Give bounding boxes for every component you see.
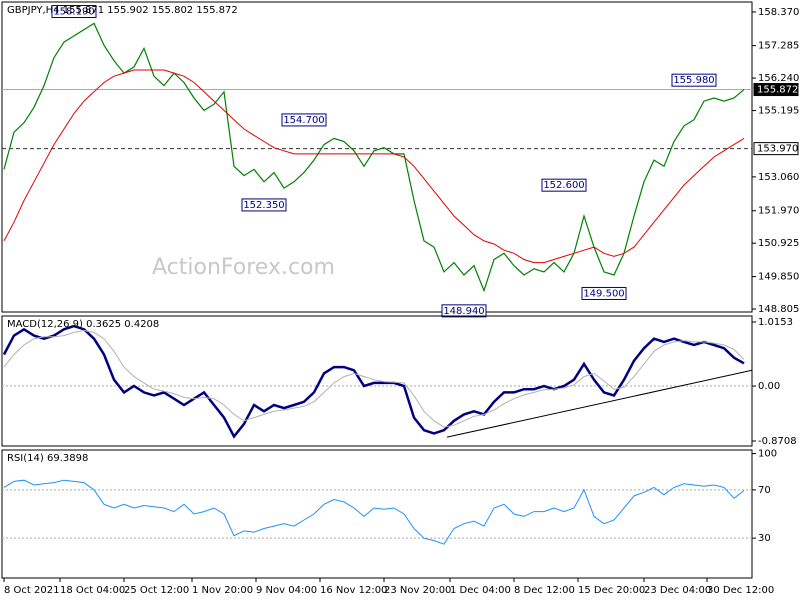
y-tick-label: 148.805 <box>758 304 799 315</box>
panel-title: MACD(12,26,9) 0.3625 0.4208 <box>7 319 159 330</box>
series-line <box>3 329 745 428</box>
y-tick-label: 153.060 <box>758 172 799 183</box>
x-tick-label: 8 Dec 12:00 <box>514 585 575 596</box>
y-tick-label: 149.850 <box>758 272 799 283</box>
x-tick-label: 18 Oct 04:00 <box>60 585 125 596</box>
annotation-label: 148.940 <box>443 306 484 317</box>
x-tick-label: 23 Dec 04:00 <box>644 585 711 596</box>
y-tick-label: 156.240 <box>758 73 799 84</box>
price-level-box <box>753 83 799 97</box>
annotation-box <box>281 113 327 127</box>
y-tick-label: 158.370 <box>758 7 799 18</box>
x-tick-label: 1 Dec 04:00 <box>450 585 511 596</box>
annotation-label: 149.500 <box>583 288 624 299</box>
annotation-box <box>671 73 717 87</box>
panel-title: RSI(14) 69.3898 <box>7 453 88 464</box>
annotation-label: 154.700 <box>283 115 324 126</box>
y-tick-label: 1.0153 <box>758 317 793 328</box>
series-line <box>3 479 745 545</box>
series-line <box>2 324 745 439</box>
annotation-label: 152.600 <box>543 180 584 191</box>
series-line <box>3 69 745 264</box>
annotation-box <box>441 304 487 318</box>
y-tick-label: 157.285 <box>758 41 799 52</box>
trendline <box>446 369 753 438</box>
y-tick-label: 151.970 <box>758 206 799 217</box>
panel-frame <box>1 315 753 447</box>
x-tick-label: 9 Nov 04:00 <box>256 585 317 596</box>
annotation-label: 152.350 <box>243 200 284 211</box>
x-tick-label: 25 Oct 12:00 <box>124 585 189 596</box>
panel-title: GBPJPY,H4 155.871 155.902 155.802 155.87… <box>7 5 238 16</box>
x-tick-label: 1 Nov 20:00 <box>192 585 253 596</box>
panel-frame <box>1 449 753 579</box>
watermark: ActionForex.com <box>152 255 335 280</box>
y-tick-label: 70 <box>758 485 771 496</box>
x-tick-label: 8 Oct 2021 <box>4 585 59 596</box>
price-level-label: 155.872 <box>757 85 798 96</box>
y-tick-label: 155.195 <box>758 106 799 117</box>
y-tick-label: 100 <box>758 449 777 460</box>
annotation-box <box>241 198 287 212</box>
y-tick-label: 30 <box>758 533 771 544</box>
y-tick-label: -0.8708 <box>758 436 797 447</box>
x-tick-label: 15 Dec 20:00 <box>578 585 645 596</box>
y-tick-label: 0.00 <box>758 381 780 392</box>
x-tick-label: 16 Nov 12:00 <box>320 585 387 596</box>
series-line <box>3 22 745 293</box>
price-level-label: 153.970 <box>757 144 798 155</box>
annotation-box <box>51 5 97 19</box>
panel-frame <box>1 1 753 313</box>
x-tick-label: 30 Dec 12:00 <box>707 585 774 596</box>
annotation-box <box>541 178 587 192</box>
annotation-label: 158.190 <box>53 7 94 18</box>
annotation-box <box>581 286 627 300</box>
y-tick-label: 150.925 <box>758 238 799 249</box>
x-tick-label: 23 Nov 20:00 <box>384 585 451 596</box>
annotation-label: 155.980 <box>673 75 714 86</box>
price-level-box <box>753 142 799 156</box>
